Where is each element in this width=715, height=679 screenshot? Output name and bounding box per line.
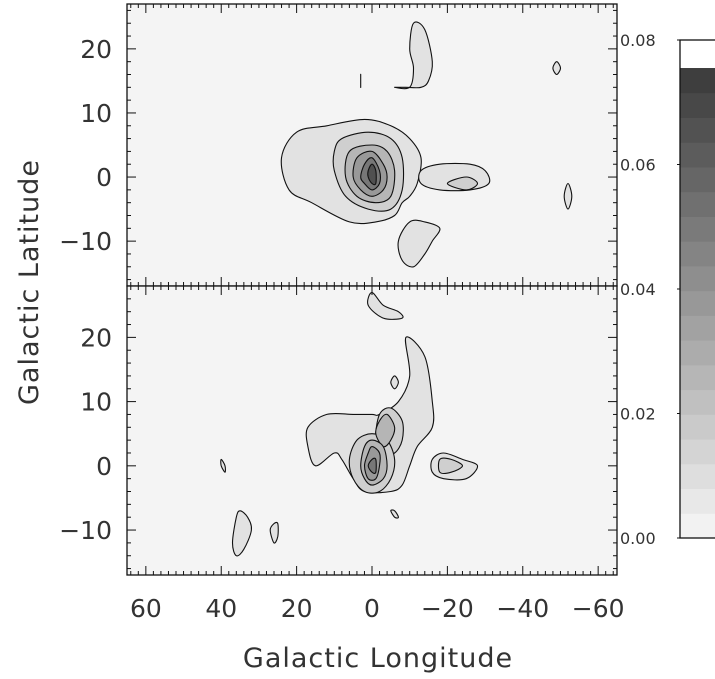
contour-line (563, 182, 573, 210)
contour-line (394, 21, 433, 90)
contour-line (437, 457, 464, 475)
y-tick-label: 10 (80, 99, 112, 128)
y-tick-label: −10 (59, 516, 112, 545)
x-axis-tick-labels: 60 40 20 0 −20 −40 −60 (130, 594, 625, 623)
colorbar-bin (680, 290, 715, 316)
colorbar-bin (680, 92, 715, 118)
contour-line (367, 291, 404, 320)
colorbar-tick-label: 0.02 (620, 405, 656, 424)
contour-group (220, 291, 479, 557)
x-tick-label: −40 (496, 594, 549, 623)
contour-line (446, 176, 479, 191)
colorbar-tick-label: 0.06 (620, 156, 656, 175)
colorbar-tick-label: 0.04 (620, 280, 656, 299)
contour-line (231, 510, 253, 557)
y-tick-label: 10 (80, 388, 112, 417)
y-tick-label: 20 (80, 35, 112, 64)
contour-group (280, 21, 573, 268)
colorbar-bin (680, 265, 715, 292)
colorbar-bin (680, 488, 715, 514)
y-tick-label: 20 (80, 323, 112, 352)
colorbar-bin (680, 439, 715, 465)
contour-line (375, 413, 396, 448)
x-tick-label: 60 (130, 594, 162, 623)
y-axis-title: Galactic Latitude (14, 159, 45, 405)
colorbar-bin (680, 364, 715, 391)
contour-line (220, 458, 226, 473)
x-tick-label: −60 (572, 594, 625, 623)
colorbar-tick-label: 0.08 (620, 31, 656, 50)
contour-line (390, 375, 399, 390)
contour-line (367, 163, 377, 186)
x-axis-title: Galactic Longitude (243, 643, 513, 674)
colorbar-bin (680, 191, 715, 217)
colorbar-bin (680, 241, 715, 267)
x-tick-label: 0 (364, 594, 380, 623)
y-axis-tick-labels: 20 10 0 −10 20 10 0 −10 (59, 35, 112, 545)
colorbar: 0.08 0.06 0.04 0.02 0.00 (620, 31, 715, 548)
contour-line (397, 219, 441, 268)
colorbar-bin (680, 414, 715, 440)
y-tick-label: 0 (96, 452, 112, 481)
bottom-panel (126, 285, 618, 576)
colorbar-bin (680, 513, 715, 539)
colorbar-bin (680, 142, 715, 168)
top-panel (126, 3, 618, 287)
colorbar-bin (680, 315, 715, 341)
colorbar-bin (680, 340, 715, 366)
colorbar-tick-label: 0.00 (620, 529, 656, 548)
contour-line (367, 457, 377, 475)
y-tick-label: −10 (59, 227, 112, 256)
x-tick-label: 40 (205, 594, 237, 623)
colorbar-bin (680, 166, 715, 193)
x-tick-label: −20 (421, 594, 474, 623)
contour-line (552, 61, 562, 76)
colorbar-bin (680, 463, 715, 490)
colorbar-bin (680, 389, 715, 415)
colorbar-bin (680, 68, 715, 94)
contour-line (269, 521, 279, 544)
x-tick-label: 20 (281, 594, 313, 623)
contour-line (390, 509, 399, 519)
y-tick-label: 0 (96, 163, 112, 192)
colorbar-bin (680, 216, 715, 242)
colorbar-bin (680, 117, 715, 143)
